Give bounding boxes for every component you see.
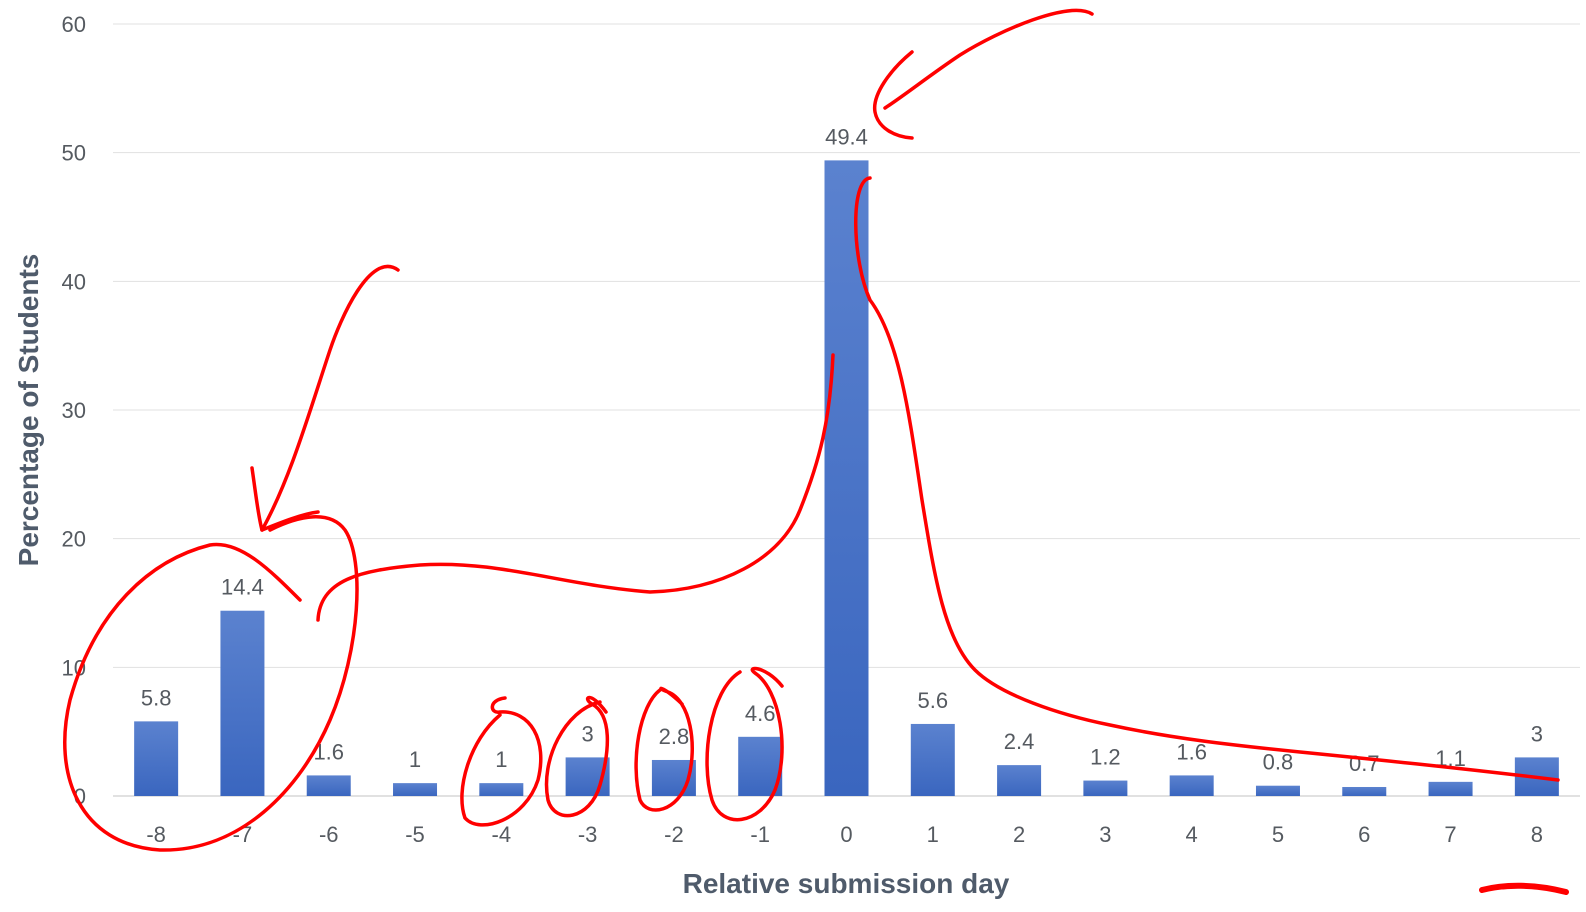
bar: [1255, 785, 1300, 796]
bar: [393, 783, 438, 796]
data-label: 5.8: [141, 685, 172, 710]
data-label: 2.4: [1004, 729, 1035, 754]
x-tick-label: 1: [927, 822, 939, 847]
y-tick-label: 20: [62, 527, 86, 552]
x-tick-label: 0: [840, 822, 852, 847]
annotation-arrowhead-left: [250, 466, 320, 532]
x-tick-label: -7: [233, 822, 253, 847]
x-tick-label: 8: [1531, 822, 1543, 847]
bars: [134, 160, 1559, 797]
x-tick-label: -2: [664, 822, 684, 847]
x-tick-label: 2: [1013, 822, 1025, 847]
data-label: 4.6: [745, 701, 776, 726]
data-label: 5.6: [917, 688, 948, 713]
x-tick-label: -1: [750, 822, 770, 847]
x-tick-label: -3: [578, 822, 598, 847]
annotation-circle-day-minus2: [634, 686, 694, 812]
x-tick-label: 5: [1272, 822, 1284, 847]
x-tick-label: 6: [1358, 822, 1370, 847]
data-label: 49.4: [825, 124, 868, 149]
bar: [220, 610, 265, 796]
data-label: 1: [409, 747, 421, 772]
bar: [479, 783, 524, 796]
annotation-circle-day-minus3: [544, 695, 610, 818]
annotation-arrowhead-top: [873, 50, 914, 140]
y-tick-label: 50: [62, 141, 86, 166]
y-axis-title: Percentage of Students: [13, 254, 44, 567]
x-axis-ticks: -8 -7 -6 -5 -4 -3 -2 -1 0 1 2 3 4 5 6 7 8: [146, 822, 1543, 847]
data-label: 0.8: [1263, 750, 1294, 775]
annotation-trend-curve: [316, 353, 835, 622]
bar: [306, 775, 351, 796]
bar: [910, 723, 955, 796]
annotation-circle-day-minus4: [460, 696, 543, 827]
annotation-circle-day-minus1: [705, 666, 784, 822]
x-axis-title: Relative submission day: [683, 868, 1010, 899]
bar: [1342, 786, 1387, 796]
data-label: 2.8: [659, 724, 690, 749]
data-label: 1.6: [1176, 739, 1207, 764]
x-tick-label: 7: [1444, 822, 1456, 847]
x-tick-label: 3: [1099, 822, 1111, 847]
data-label: 3: [581, 721, 593, 746]
annotation-arrow-top: [883, 8, 1094, 110]
data-label: 3: [1531, 721, 1543, 746]
x-tick-label: -5: [405, 822, 425, 847]
x-tick-label: -6: [319, 822, 339, 847]
bar: [134, 721, 179, 796]
y-tick-label: 30: [62, 398, 86, 423]
bar: [824, 160, 869, 797]
x-tick-label: 4: [1186, 822, 1198, 847]
annotation-circle-left: [63, 515, 359, 852]
bar: [1169, 775, 1214, 796]
annotation-arrow-left: [260, 265, 400, 532]
data-label: 0.7: [1349, 751, 1380, 776]
y-tick-label: 40: [62, 269, 86, 294]
annotation-underline-mark: [1479, 882, 1569, 895]
bar: [1083, 780, 1128, 796]
x-tick-label: -4: [492, 822, 512, 847]
y-tick-label: 0: [74, 784, 86, 809]
annotation-decay-curve: [854, 176, 1560, 782]
bar: [997, 765, 1042, 796]
bar: [1428, 781, 1473, 796]
data-label: 14.4: [221, 575, 264, 600]
x-tick-label: -8: [146, 822, 166, 847]
data-label: 1.2: [1090, 745, 1121, 770]
handwritten-annotations: [63, 8, 1569, 895]
y-tick-label: 60: [62, 12, 86, 37]
data-label: 1: [495, 747, 507, 772]
